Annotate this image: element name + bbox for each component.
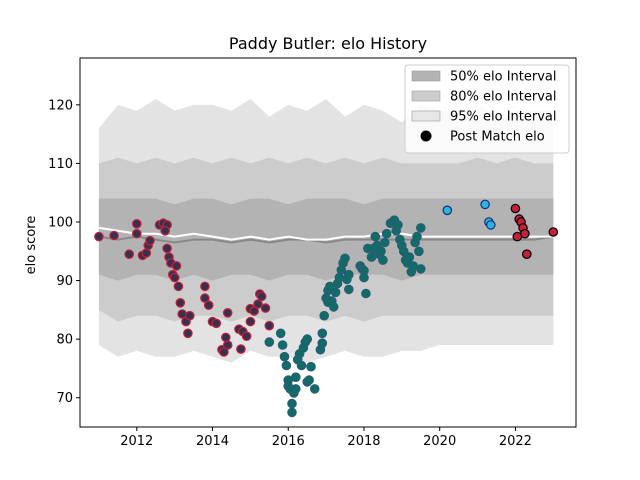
legend: 50% elo Interval 80% elo Interval 95% elo …: [404, 64, 570, 154]
post-match-elo-point: [222, 307, 233, 318]
post-match-elo-point: [381, 228, 392, 239]
post-match-elo-point: [253, 299, 263, 309]
post-match-elo-point: [548, 227, 559, 237]
post-match-elo-point: [175, 297, 186, 308]
legend-box: [404, 64, 570, 154]
y-axis-title: elo score: [24, 216, 39, 275]
legend-swatch: [411, 110, 441, 122]
legend-label: 80% elo Interval: [450, 90, 557, 105]
post-match-elo-point: [340, 253, 350, 264]
post-match-elo-point: [245, 316, 256, 327]
y-tick-label: 100: [48, 216, 73, 231]
plot-area: [94, 99, 559, 418]
mean-elo-line: [98, 226, 554, 241]
post-match-elo-point: [379, 237, 390, 248]
x-tick-label: 2014: [196, 434, 229, 449]
x-tick-label: 2018: [347, 434, 380, 449]
post-match-elo-point: [415, 223, 426, 233]
post-match-elo-point: [132, 219, 142, 229]
legend-label: 50% elo Interval: [450, 70, 557, 85]
post-match-elo-point: [264, 337, 275, 347]
legend-swatch: [411, 70, 441, 82]
x-tick-label: 2020: [423, 434, 456, 449]
median-elo-line: [98, 235, 554, 244]
post-match-elo-point: [203, 300, 214, 310]
post-match-elo-point: [442, 205, 453, 216]
post-match-elo-point: [287, 398, 297, 409]
post-match-elo-point: [200, 281, 210, 292]
post-match-elo-point: [415, 264, 426, 274]
legend-swatch: [411, 90, 441, 102]
x-tick-label: 2022: [499, 434, 532, 449]
post-match-elo-point: [279, 351, 290, 362]
post-match-elo-point: [359, 272, 369, 283]
post-match-elo-point: [520, 228, 530, 239]
post-match-elo-point: [376, 246, 386, 257]
post-match-elo-point: [183, 328, 193, 339]
post-match-elo-point: [171, 261, 182, 271]
post-match-elo-point: [221, 332, 231, 343]
post-match-elo-point: [124, 249, 134, 259]
post-match-elo-point: [404, 252, 415, 262]
axes: 2012 2014 2016 2018 2020 2022 70 80 90 100 110 120: [48, 57, 577, 449]
post-match-elo-point: [414, 246, 424, 257]
post-match-elo-point: [173, 281, 184, 292]
post-match-elo-point: [160, 226, 170, 236]
post-match-elo-point: [275, 328, 286, 339]
post-match-elo-point: [290, 384, 301, 394]
post-match-elo-point: [317, 338, 328, 348]
post-match-elo-point: [330, 287, 341, 298]
post-match-elo-point: [277, 340, 288, 350]
post-match-elo-point: [162, 243, 172, 254]
post-match-elo-point: [109, 230, 119, 241]
post-match-elo-point: [132, 228, 142, 239]
post-match-elo-point: [94, 231, 104, 242]
chart-title: Paddy Butler: elo History: [229, 34, 427, 53]
post-match-elo-point: [521, 249, 532, 259]
post-match-elo-point: [306, 361, 316, 372]
post-match-elo-point: [361, 288, 371, 299]
post-match-elo-point: [304, 375, 314, 385]
post-match-elo-point: [393, 220, 403, 230]
y-tick-label: 80: [56, 333, 73, 348]
post-match-elo-point: [260, 303, 271, 313]
legend-label: 95% elo Interval: [450, 110, 557, 125]
y-tick-label: 120: [48, 98, 73, 113]
post-match-elo-point: [370, 231, 381, 242]
post-match-elo-point: [296, 360, 307, 371]
post-match-elo-point: [412, 231, 422, 242]
post-match-elo-point: [169, 272, 180, 283]
post-match-elo-point: [290, 372, 301, 382]
post-match-elo-point: [302, 334, 312, 344]
x-tick-label: 2012: [120, 434, 153, 449]
post-match-elo-point: [211, 318, 222, 329]
post-match-elo-point: [343, 284, 354, 295]
y-tick-label: 90: [56, 274, 73, 289]
y-tick-label: 70: [56, 391, 73, 406]
legend-marker: [420, 130, 432, 142]
axes-frame: [79, 57, 577, 428]
post-match-elo-point: [328, 302, 339, 312]
x-tick-label: 2016: [272, 434, 305, 449]
post-match-elo-point: [256, 291, 267, 302]
legend-label: Post Match elo: [450, 130, 545, 145]
post-match-elo-point: [317, 328, 328, 339]
post-match-elo-point: [145, 235, 155, 246]
post-match-elo-point: [287, 407, 297, 418]
post-match-elo-point: [343, 269, 354, 280]
post-match-elo-point: [398, 246, 409, 257]
post-match-elo-point: [236, 344, 246, 354]
post-match-elo-point: [309, 384, 320, 394]
post-match-elo-point: [510, 203, 521, 214]
post-match-elo-point: [185, 310, 195, 321]
post-match-elo-point: [281, 360, 292, 371]
post-match-elo-point: [264, 320, 275, 331]
y-tick-label: 110: [48, 157, 73, 172]
post-match-elo-point: [319, 310, 329, 321]
post-match-elo-point: [241, 331, 252, 341]
post-match-elo-point: [378, 255, 388, 265]
post-match-elo-point: [480, 199, 490, 210]
post-match-elo-point: [485, 220, 496, 230]
